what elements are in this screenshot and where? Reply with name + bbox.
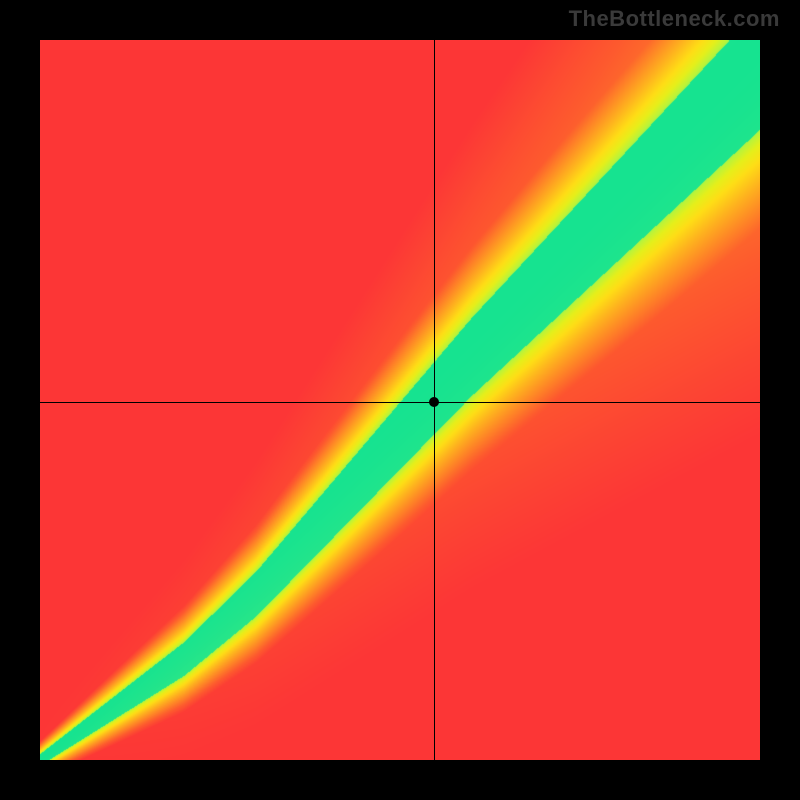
chart-container: TheBottleneck.com — [0, 0, 800, 800]
heatmap-canvas — [40, 40, 760, 760]
heatmap-plot — [40, 40, 760, 760]
crosshair-marker — [429, 397, 439, 407]
crosshair-horizontal — [40, 402, 760, 403]
watermark-text: TheBottleneck.com — [569, 6, 780, 32]
